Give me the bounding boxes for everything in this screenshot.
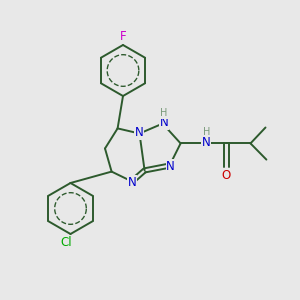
Text: O: O [222,169,231,182]
Text: H: H [160,108,167,118]
Text: H: H [203,127,210,137]
Text: N: N [134,126,143,140]
Text: N: N [159,116,168,129]
Text: Cl: Cl [60,236,72,250]
Text: N: N [202,136,211,149]
Text: N: N [128,176,136,189]
Text: F: F [120,30,126,43]
Text: N: N [166,160,175,173]
